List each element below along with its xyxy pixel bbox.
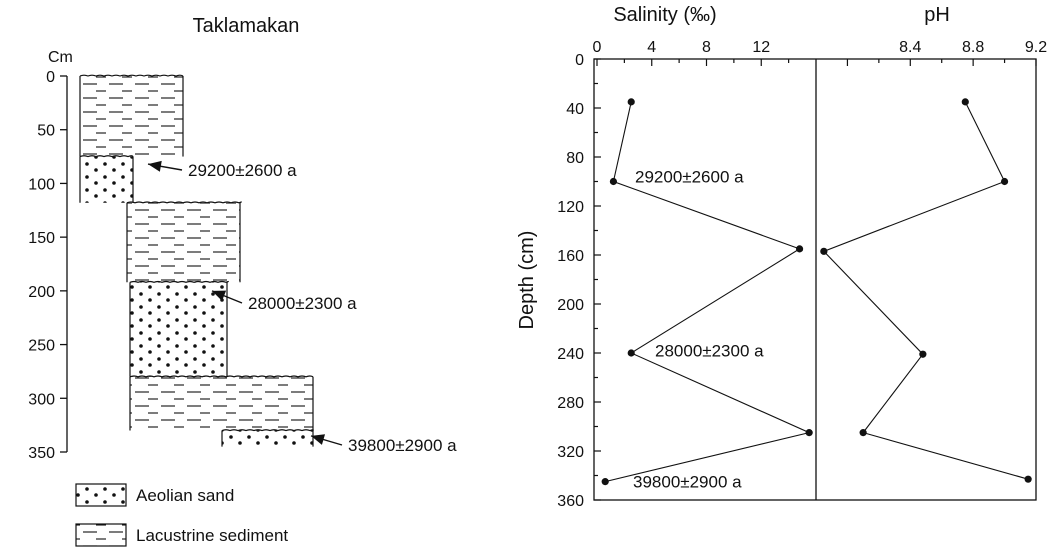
depth-tick-label: 320 [557,444,584,461]
ph-point [1000,177,1009,186]
legend-item-aeolian: Aeolian sand [75,483,234,507]
depth-tick-label: 360 [557,493,584,510]
depth-axis-title: Depth (cm) [516,231,538,330]
column-tick-label: 0 [46,69,55,86]
date-arrowhead [311,434,326,445]
plot-frame [593,58,1037,501]
ph-title: pH [924,4,950,26]
legend-swatch-lacustrine [75,523,127,547]
legend-label-lacustrine: Lacustrine sediment [136,526,288,545]
salinity-annotation: 29200±2600 a [635,168,744,187]
ph-tick-label: 8.8 [962,39,984,56]
column-title: Taklamakan [193,15,300,37]
salinity-tick-label: 4 [647,39,656,56]
depth-tick-label: 120 [557,199,584,216]
salinity-point [805,429,813,437]
layer-aeolian [130,282,227,377]
salinity-tick-label: 8 [702,39,711,56]
salinity-series [601,98,813,486]
legend-swatch-aeolian [75,483,127,507]
ph-point [820,247,828,255]
salinity-tick-label: 12 [752,39,770,56]
depth-tick-label: 200 [557,297,584,314]
layer-lacustrine [80,76,183,157]
date-label: 39800±2900 a [348,436,457,455]
date-arrowhead [148,160,162,172]
column-tick-label: 100 [28,176,55,193]
strat-column-panel: Taklamakan Cm 0 50 100 150 200 250 300 350 2920… [28,15,457,547]
ph-tick-label: 8.4 [899,39,921,56]
layer-contact [79,74,184,77]
depth-tick-label: 240 [557,346,584,363]
depth-tick-label: 160 [557,248,584,265]
depth-tick-label: 40 [566,101,584,118]
layer-contact [221,429,314,432]
layer-contact [126,201,242,204]
depth-tick-label: 80 [566,150,584,167]
salinity-annotation: 39800±2900 a [633,473,742,492]
depth-axis: 0 40 80 120 160 200 240 280 320 360 [557,52,601,510]
layer-contact [129,375,314,378]
salinity-tick-label: 0 [593,39,602,56]
layer-aeolian [222,430,313,447]
column-depth-axis: 0 50 100 150 200 250 300 350 [28,69,68,462]
ph-point [859,429,867,437]
ph-tick-label: 9.2 [1025,39,1047,56]
column-tick-label: 300 [28,391,55,408]
column-tick-label: 350 [28,445,55,462]
depth-tick-label: 0 [575,52,584,69]
ph-point [961,98,969,106]
ph-axis: 8.4 8.8 9.2 [846,39,1047,66]
date-label: 29200±2600 a [188,161,297,180]
column-tick-label: 200 [28,284,55,301]
profile-panel: Salinity (‰) pH Depth (cm) 0408012016020… [516,4,1047,510]
salinity-line [605,101,811,483]
ph-point [919,350,927,358]
salinity-title: Salinity (‰) [613,4,716,26]
date-arrowhead [212,290,227,301]
depth-tick-label: 280 [557,395,584,412]
salinity-point [627,98,635,106]
depth-unit-label: Cm [48,49,73,66]
layer-contact [79,155,134,158]
legend: Aeolian sand Lacustrine sediment [75,483,288,547]
layer-contact [129,280,229,283]
legend-label-aeolian: Aeolian sand [136,486,234,505]
salinity-annotation: 28000±2300 a [655,342,764,361]
salinity-annotations: 29200±2600 a 28000±2300 a 39800±2900 a [633,168,764,492]
salinity-axis: 0 4 8 12 [593,39,790,66]
salinity-point [795,245,804,253]
salinity-point [627,349,635,357]
column-tick-label: 150 [28,230,55,247]
column-tick-label: 250 [28,338,55,355]
ph-series [820,98,1032,483]
ph-line [822,101,1029,480]
layer-aeolian [80,156,133,203]
column-tick-label: 50 [37,123,55,140]
date-label: 28000±2300 a [248,294,357,313]
column-layers [79,74,314,447]
legend-item-lacustrine: Lacustrine sediment [75,523,288,547]
salinity-point [601,478,609,486]
ph-point [1024,475,1032,483]
salinity-point [609,177,618,186]
layer-lacustrine [130,376,313,431]
layer-lacustrine [127,202,240,283]
column-dates: 29200±2600 a 28000±2300 a 39800±2900 a [147,160,457,455]
